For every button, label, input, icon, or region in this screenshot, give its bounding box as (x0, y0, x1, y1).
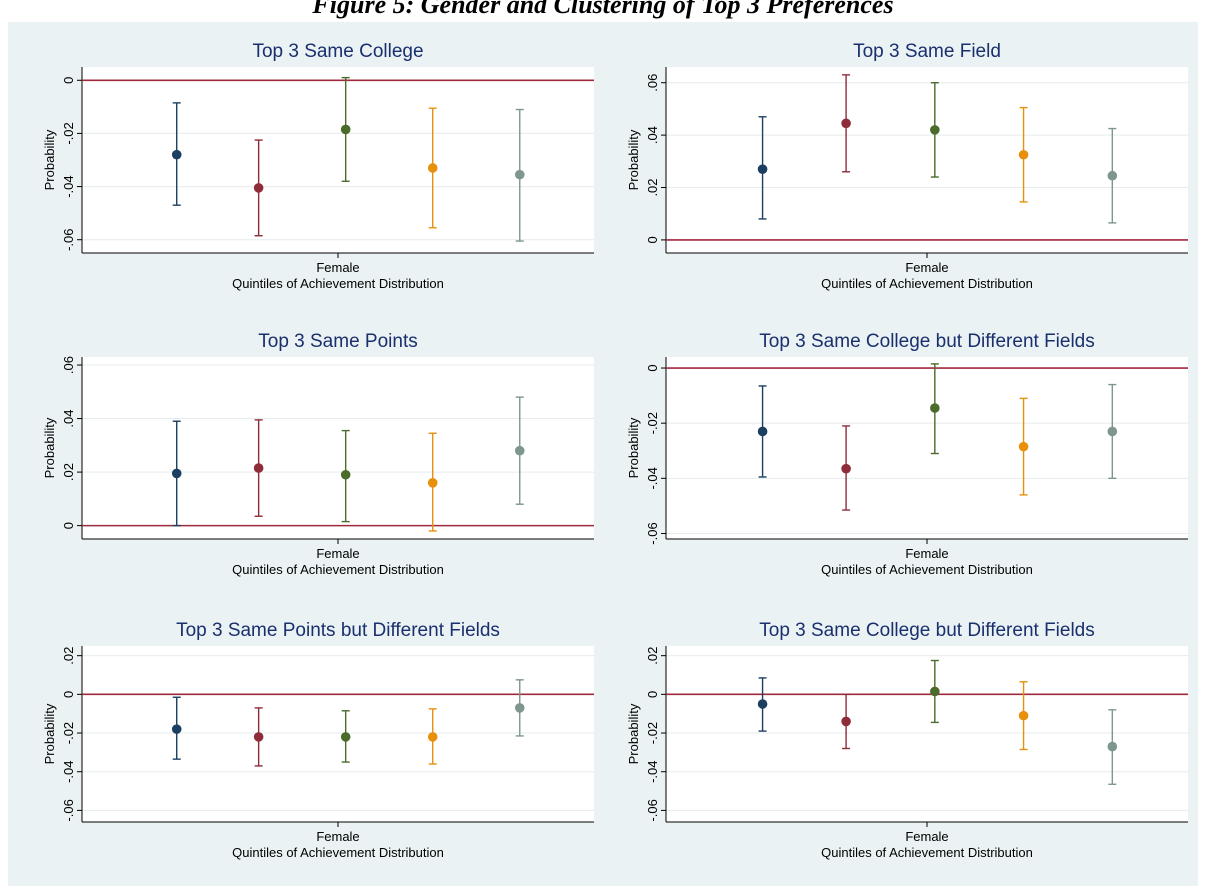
point-estimate-q1 (757, 426, 768, 437)
panel-title: Top 3 Same College (252, 41, 423, 62)
x-axis-label: Quintiles of Achievement Distribution (821, 276, 1033, 291)
x-tick-label: Female (905, 260, 948, 275)
panel-title: Top 3 Same College but Different Fields (759, 331, 1095, 352)
y-tick-label: .04 (645, 126, 660, 144)
x-tick-label: Female (316, 546, 359, 561)
point-estimate-q4 (1018, 441, 1029, 452)
x-tick-label: Female (316, 829, 359, 844)
point-estimate-q4 (427, 732, 438, 742)
point-estimate-q2 (841, 118, 851, 129)
plot-area (82, 67, 594, 253)
x-axis-label: Quintiles of Achievement Distribution (232, 562, 444, 577)
point-estimate-q5 (1107, 426, 1118, 437)
y-axis-label: Probability (626, 129, 641, 190)
x-axis-label: Quintiles of Achievement Distribution (821, 562, 1033, 577)
y-tick-label: -.04 (645, 467, 660, 489)
y-tick-label: -.04 (645, 761, 660, 783)
y-tick-label: -.02 (645, 722, 660, 744)
y-tick-label: 0 (645, 364, 660, 371)
y-tick-label: -.06 (645, 799, 660, 821)
y-tick-label: -.04 (61, 175, 76, 197)
point-estimate-q3 (340, 469, 351, 480)
point-estimate-q5 (514, 445, 525, 456)
y-tick-label: 0 (645, 691, 660, 698)
plot-area (666, 646, 1188, 822)
y-tick-label: 0 (61, 77, 76, 84)
y-tick-label: -.06 (61, 799, 76, 821)
y-axis-label: Probability (626, 417, 641, 478)
plot-area (82, 646, 594, 822)
point-estimate-q2 (841, 463, 851, 474)
panel-title: Top 3 Same Points but Different Fields (176, 620, 500, 641)
point-estimate-q1 (171, 724, 182, 734)
y-tick-label: .02 (645, 647, 660, 665)
y-tick-label: .04 (61, 410, 76, 428)
y-axis-label: Probability (42, 129, 57, 190)
point-estimate-q1 (171, 149, 182, 160)
y-axis-label: Probability (42, 703, 57, 764)
y-tick-label: .02 (645, 178, 660, 196)
y-tick-label: -.02 (645, 412, 660, 434)
point-estimate-q2 (841, 716, 851, 727)
plot-area (666, 67, 1188, 253)
figure-title: Figure 5: Gender and Clustering of Top 3… (312, 0, 894, 19)
x-axis-label: Quintiles of Achievement Distribution (232, 276, 444, 291)
panel-title: Top 3 Same College but Different Fields (759, 620, 1095, 641)
point-estimate-q3 (340, 124, 351, 135)
y-tick-label: 0 (645, 236, 660, 243)
y-tick-label: .02 (61, 463, 76, 481)
point-estimate-q4 (1018, 149, 1029, 160)
panel-title: Top 3 Same Points (258, 331, 417, 352)
point-estimate-q5 (1107, 741, 1118, 752)
x-tick-label: Female (316, 260, 359, 275)
y-tick-label: 0 (61, 691, 76, 698)
y-tick-label: .06 (645, 74, 660, 92)
y-tick-label: -.02 (61, 122, 76, 144)
y-axis-label: Probability (626, 703, 641, 764)
plot-area (666, 357, 1188, 539)
point-estimate-q5 (514, 703, 525, 713)
x-axis-label: Quintiles of Achievement Distribution (232, 845, 444, 860)
point-estimate-q4 (427, 477, 438, 488)
point-estimate-q2 (253, 463, 264, 473)
point-estimate-q1 (757, 164, 768, 174)
y-tick-label: .02 (61, 647, 76, 665)
point-estimate-q4 (1018, 710, 1029, 721)
point-estimate-q1 (171, 468, 182, 479)
point-estimate-q3 (930, 686, 940, 697)
y-tick-label: -.04 (61, 761, 76, 783)
point-estimate-q5 (514, 169, 525, 180)
point-estimate-q3 (930, 403, 940, 413)
point-estimate-q4 (427, 163, 438, 173)
point-estimate-q5 (1107, 170, 1118, 181)
point-estimate-q3 (930, 125, 940, 135)
x-axis-label: Quintiles of Achievement Distribution (821, 845, 1033, 860)
point-estimate-q1 (757, 699, 768, 709)
y-tick-label: 0 (61, 522, 76, 529)
x-tick-label: Female (905, 546, 948, 561)
plot-area (82, 357, 594, 539)
y-tick-label: -.06 (645, 522, 660, 544)
y-tick-label: -.06 (61, 229, 76, 251)
y-tick-label: .06 (61, 356, 76, 374)
x-tick-label: Female (905, 829, 948, 844)
y-axis-label: Probability (42, 417, 57, 478)
point-estimate-q2 (253, 183, 264, 193)
y-tick-label: -.02 (61, 722, 76, 744)
point-estimate-q2 (253, 732, 264, 742)
point-estimate-q3 (340, 732, 351, 742)
panel-title: Top 3 Same Field (853, 41, 1001, 62)
